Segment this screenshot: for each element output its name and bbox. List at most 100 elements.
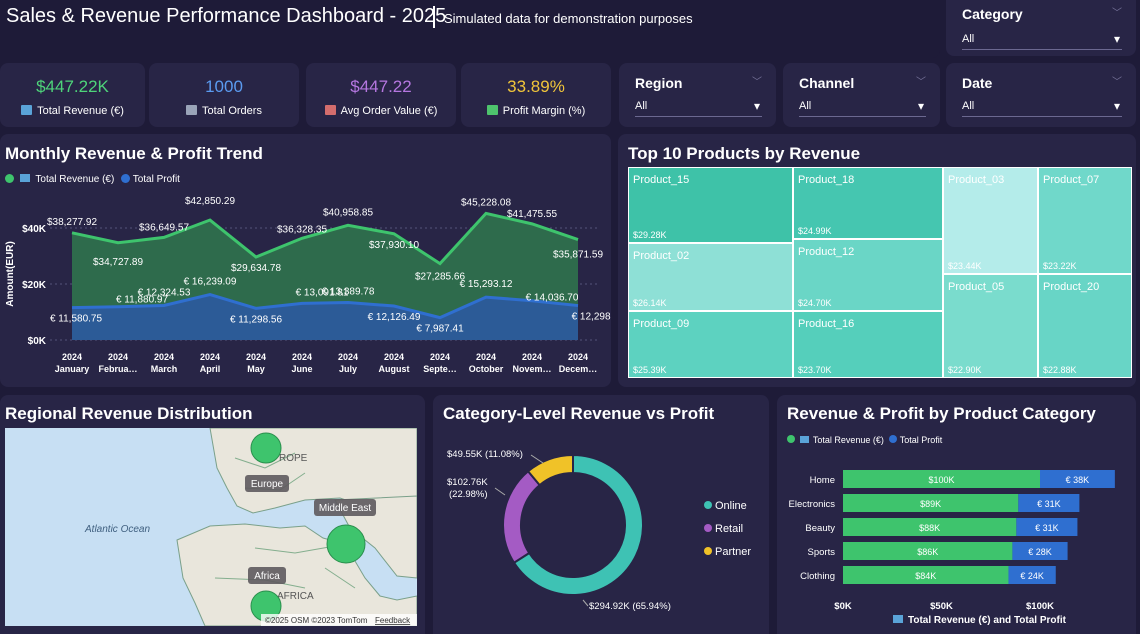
legend-label-partner: Partner — [715, 546, 751, 558]
kpi-card-total-orders: 1000 Total Orders — [149, 63, 299, 127]
profit-bar — [1016, 518, 1078, 536]
x-tick-month: August — [379, 364, 410, 374]
revenue-bar — [843, 518, 1017, 536]
date-dropdown[interactable]: All ▾ — [962, 95, 1122, 117]
category-label: Home — [810, 475, 835, 486]
revenue-bar-label: $88K — [919, 523, 940, 533]
profit-data-label: € 12,324.53 — [138, 287, 191, 298]
category-dropdown[interactable]: All ▾ — [962, 28, 1122, 50]
x-tick-month: Decem… — [559, 364, 598, 374]
money-icon — [799, 436, 809, 443]
treemap-cell-product-20[interactable]: Product_20 $22.88K — [1038, 274, 1132, 378]
legend-label-profit: Total Profit — [132, 174, 180, 185]
date-slicer[interactable]: Date ﹀ All ▾ — [946, 63, 1136, 127]
revenue-data-label: $45,228.08 — [461, 197, 511, 208]
channel-dropdown[interactable]: All ▾ — [799, 95, 926, 117]
profit-data-label: € 12,126.49 — [368, 312, 421, 323]
trend-legend: Total Revenue (€) Total Profit — [5, 174, 180, 185]
money-icon — [893, 615, 903, 623]
total-revenue-label: Total Revenue (€) — [37, 105, 124, 117]
category-bar-panel: Revenue & Profit by Product Category Tot… — [777, 395, 1136, 634]
channel-slicer-title: Channel — [799, 75, 855, 91]
region-slicer[interactable]: Region ﹀ All ▾ — [619, 63, 776, 127]
revenue-data-label: $41,475.55 — [507, 209, 557, 220]
map-feedback-link[interactable]: Feedback — [375, 616, 411, 625]
profit-bar-label: € 24K — [1020, 571, 1044, 581]
x-tick-month: July — [339, 364, 357, 374]
bubble-europe[interactable] — [250, 432, 282, 464]
legend-dot-profit — [121, 174, 131, 183]
profit-bar-label: € 31K — [1035, 523, 1059, 533]
treemap-cell-product-18[interactable]: Product_18 $24.99K — [793, 167, 943, 239]
collapse-chevron-icon[interactable]: ﹀ — [1112, 8, 1122, 19]
category-label: Sports — [808, 547, 836, 558]
revenue-data-label: $27,285.66 — [415, 272, 465, 283]
collapse-chevron-icon[interactable]: ﹀ — [752, 77, 762, 88]
treemap-cell-product-12[interactable]: Product_12 $24.70K — [793, 239, 943, 311]
x-tick-year: 2024 — [476, 352, 496, 362]
donut-chart: $294.92K (65.94%) $49.55K (11.08%) $102.76… — [447, 449, 751, 612]
donut-label-partner: $49.55K (11.08%) — [447, 449, 523, 460]
treemap-cell-product-15[interactable]: Product_15 $29.28K — [628, 167, 793, 243]
profit-data-label: € 15,293.12 — [460, 279, 513, 290]
atlantic-ocean-label: Atlantic Ocean — [84, 524, 150, 535]
legend-label-revenue: Total Revenue (€) — [35, 174, 115, 185]
treemap-cell-product-05[interactable]: Product_05 $22.90K — [943, 274, 1038, 378]
treemap-cell-product-09[interactable]: Product_09 $25.39K — [628, 311, 793, 378]
europe-tooltip-label: Europe — [251, 479, 284, 490]
bubble-middle-east[interactable] — [326, 524, 366, 564]
chevron-down-icon: ▾ — [917, 99, 924, 113]
africa-map-text: AFRICA — [277, 591, 314, 602]
revenue-bar — [843, 542, 1013, 560]
x-tick-month: January — [55, 364, 90, 374]
revenue-data-label: $40,958.85 — [323, 207, 373, 218]
x-tick-month: Februa… — [98, 364, 137, 374]
collapse-chevron-icon[interactable]: ﹀ — [1112, 77, 1122, 88]
treemap-cell-product-07[interactable]: Product_07 $23.22K — [1038, 167, 1132, 274]
revenue-bar — [843, 494, 1019, 512]
revenue-line — [71, 211, 579, 266]
profit-bar — [1008, 566, 1056, 584]
legend-label-revenue: Total Revenue (€) — [812, 435, 884, 445]
kpi-card-total-revenue: $447.22K Total Revenue (€) — [0, 63, 145, 127]
x-tick-year: 2024 — [338, 352, 358, 362]
donut-title: Category-Level Revenue vs Profit — [443, 404, 715, 423]
treemap-cell-product-02[interactable]: Product_02 $26.14K — [628, 243, 793, 311]
revenue-bar-label: $86K — [917, 547, 938, 557]
profit-data-label: € 7,987.41 — [416, 324, 464, 335]
profit-data-label: € 13,091.81 — [296, 287, 349, 298]
page-title: Sales & Revenue Performance Dashboard - … — [6, 5, 447, 27]
x-tick-year: 2024 — [522, 352, 542, 362]
treemap-cell-product-16[interactable]: Product_16 $23.70K — [793, 311, 943, 378]
avg-order-value: $447.22 — [350, 77, 412, 96]
legend-label-profit: Total Profit — [899, 435, 943, 445]
profit-margin-value: 33.89% — [507, 77, 565, 96]
donut-label-retail-pct: (22.98%) — [449, 489, 488, 500]
trend-chart: $40K $20K $0K Amount(EUR) $38,277.92 $34,727.… — [5, 196, 611, 374]
treemap-cell-product-03[interactable]: Product_03 $23.44K — [943, 167, 1038, 274]
x-tick-month: Novem… — [512, 364, 551, 374]
legend-dot-revenue — [5, 174, 14, 183]
regional-map[interactable]: Atlantic Ocean ROPE AFRICA Europe Middle… — [5, 428, 417, 626]
map-panel: Regional Revenue Distribution Atlantic O… — [0, 395, 425, 634]
x-tick-year: 2024 — [292, 352, 312, 362]
y-tick-label: $40K — [22, 224, 47, 235]
title-divider — [433, 6, 435, 28]
profit-data-label: € 11,880.97 — [116, 295, 169, 306]
profit-line — [71, 292, 579, 320]
profit-data-label: € 11,298.56 — [230, 314, 283, 325]
x-tick-month: April — [200, 364, 221, 374]
category-slicer[interactable]: Category ﹀ All ▾ — [946, 0, 1136, 56]
total-orders-value: 1000 — [205, 77, 243, 96]
channel-slicer[interactable]: Channel ﹀ All ▾ — [783, 63, 940, 127]
x-tick-label: $100K — [1026, 601, 1054, 612]
revenue-data-label: $36,328.35 — [277, 224, 327, 235]
category-label: Electronics — [789, 499, 836, 510]
total-orders-label: Total Orders — [202, 105, 262, 117]
region-dropdown[interactable]: All ▾ — [635, 95, 762, 117]
x-tick-year: 2024 — [246, 352, 266, 362]
money-icon — [21, 105, 33, 115]
collapse-chevron-icon[interactable]: ﹀ — [916, 77, 926, 88]
profit-bar — [1040, 470, 1115, 488]
profit-bar — [1018, 494, 1080, 512]
